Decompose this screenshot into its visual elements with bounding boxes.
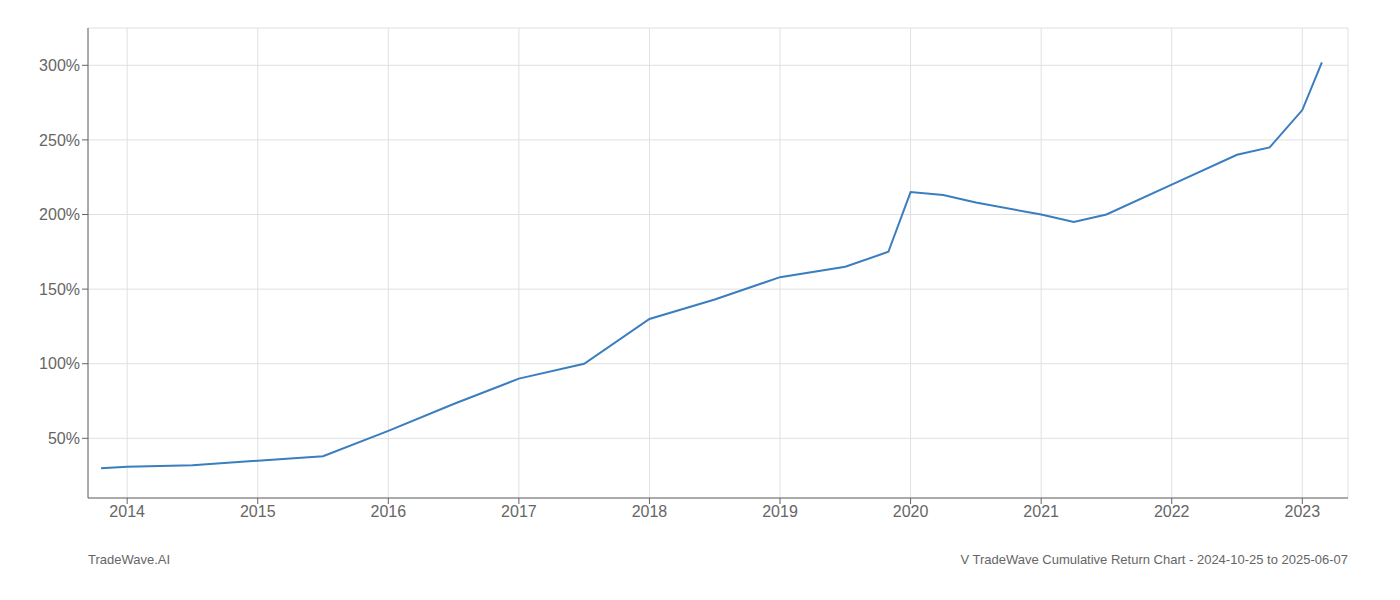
svg-text:2022: 2022 (1154, 503, 1190, 520)
svg-text:250%: 250% (39, 132, 80, 149)
svg-text:2017: 2017 (501, 503, 537, 520)
svg-text:300%: 300% (39, 57, 80, 74)
svg-text:2021: 2021 (1023, 503, 1059, 520)
svg-text:200%: 200% (39, 206, 80, 223)
svg-text:2016: 2016 (371, 503, 407, 520)
html-text:V TradeWave Cumulative Return: V TradeWave Cumulative Return Chart - 20… (960, 552, 1348, 567)
html-text:TradeWave.AI: TradeWave.AI (88, 552, 171, 567)
svg-text:2015: 2015 (240, 503, 276, 520)
svg-text:2018: 2018 (632, 503, 668, 520)
svg-text:150%: 150% (39, 281, 80, 298)
svg-text:100%: 100% (39, 355, 80, 372)
svg-text:2014: 2014 (109, 503, 145, 520)
svg-text:2019: 2019 (762, 503, 798, 520)
svg-text:2023: 2023 (1285, 503, 1321, 520)
svg-text:2020: 2020 (893, 503, 929, 520)
svg-text:50%: 50% (48, 430, 80, 447)
